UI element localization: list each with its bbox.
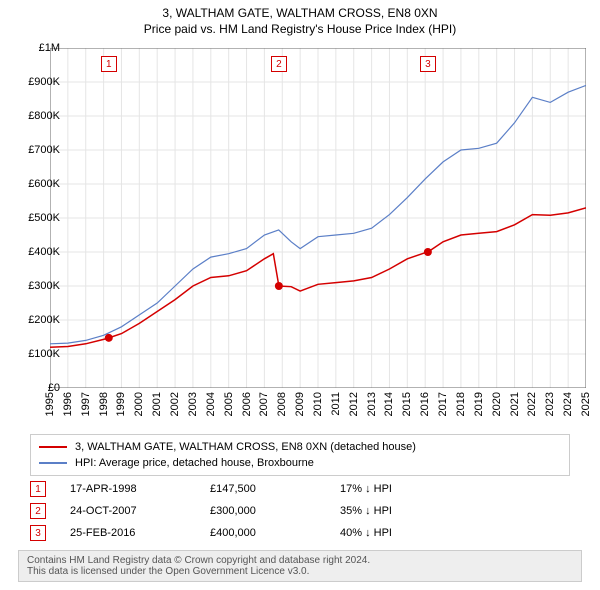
attribution-footer: Contains HM Land Registry data © Crown c… — [18, 550, 582, 582]
legend-row: HPI: Average price, detached house, Brox… — [39, 455, 561, 471]
legend-label: HPI: Average price, detached house, Brox… — [75, 457, 314, 469]
x-tick-label: 2019 — [473, 392, 485, 416]
x-tick-label: 2013 — [366, 392, 378, 416]
chart-svg — [50, 48, 586, 388]
x-tick-label: 2016 — [419, 392, 431, 416]
y-tick-label: £1M — [10, 42, 60, 54]
transaction-marker-num: 3 — [30, 525, 46, 541]
x-tick-label: 2003 — [187, 392, 199, 416]
chart-container: 3, WALTHAM GATE, WALTHAM CROSS, EN8 0XN … — [0, 0, 600, 590]
x-tick-label: 1995 — [44, 392, 56, 416]
y-tick-label: £800K — [10, 110, 60, 122]
x-tick-label: 2010 — [312, 392, 324, 416]
x-tick-label: 2025 — [580, 392, 592, 416]
transaction-price: £400,000 — [210, 527, 340, 539]
x-tick-label: 2018 — [455, 392, 467, 416]
transaction-hpi-diff: 35% ↓ HPI — [340, 505, 460, 517]
x-tick-label: 1996 — [62, 392, 74, 416]
sale-marker-box: 1 — [101, 56, 117, 72]
x-tick-label: 2022 — [526, 392, 538, 416]
transaction-hpi-diff: 40% ↓ HPI — [340, 527, 460, 539]
transaction-price: £300,000 — [210, 505, 340, 517]
y-tick-label: £500K — [10, 212, 60, 224]
transaction-date: 17-APR-1998 — [70, 483, 210, 495]
x-tick-label: 2024 — [562, 392, 574, 416]
y-tick-label: £700K — [10, 144, 60, 156]
x-tick-label: 1998 — [98, 392, 110, 416]
transactions-table: 1 17-APR-1998£147,50017% ↓ HPI 2 24-OCT-200… — [30, 478, 460, 544]
x-tick-label: 2021 — [509, 392, 521, 416]
x-tick-label: 2017 — [437, 392, 449, 416]
chart-title-address: 3, WALTHAM GATE, WALTHAM CROSS, EN8 0XN — [0, 6, 600, 20]
sale-marker-box: 2 — [271, 56, 287, 72]
transaction-row: 1 17-APR-1998£147,50017% ↓ HPI — [30, 478, 460, 500]
transaction-marker-num: 1 — [30, 481, 46, 497]
x-tick-label: 2023 — [544, 392, 556, 416]
x-tick-label: 2002 — [169, 392, 181, 416]
x-tick-label: 2011 — [330, 392, 342, 416]
footer-line1: Contains HM Land Registry data © Crown c… — [27, 555, 573, 566]
y-tick-label: £600K — [10, 178, 60, 190]
transaction-hpi-diff: 17% ↓ HPI — [340, 483, 460, 495]
x-tick-label: 2006 — [241, 392, 253, 416]
y-tick-label: £300K — [10, 280, 60, 292]
x-tick-label: 2008 — [276, 392, 288, 416]
transaction-row: 3 25-FEB-2016£400,00040% ↓ HPI — [30, 522, 460, 544]
x-tick-label: 2014 — [383, 392, 395, 416]
x-tick-label: 1997 — [80, 392, 92, 416]
transaction-date: 24-OCT-2007 — [70, 505, 210, 517]
legend-row: 3, WALTHAM GATE, WALTHAM CROSS, EN8 0XN … — [39, 439, 561, 455]
x-tick-label: 1999 — [115, 392, 127, 416]
y-tick-label: £400K — [10, 246, 60, 258]
legend-swatch — [39, 446, 67, 448]
legend-swatch — [39, 462, 67, 464]
footer-line2: This data is licensed under the Open Gov… — [27, 566, 573, 577]
transaction-date: 25-FEB-2016 — [70, 527, 210, 539]
sale-marker-box: 3 — [420, 56, 436, 72]
legend-box: 3, WALTHAM GATE, WALTHAM CROSS, EN8 0XN … — [30, 434, 570, 476]
y-tick-label: £200K — [10, 314, 60, 326]
x-tick-label: 2007 — [258, 392, 270, 416]
transaction-marker-num: 2 — [30, 503, 46, 519]
x-tick-label: 2015 — [401, 392, 413, 416]
chart-plot-area — [50, 48, 586, 388]
x-tick-label: 2005 — [223, 392, 235, 416]
chart-subtitle: Price paid vs. HM Land Registry's House … — [0, 22, 600, 36]
x-tick-label: 2001 — [151, 392, 163, 416]
transaction-price: £147,500 — [210, 483, 340, 495]
y-tick-label: £900K — [10, 76, 60, 88]
x-tick-label: 2000 — [133, 392, 145, 416]
legend-label: 3, WALTHAM GATE, WALTHAM CROSS, EN8 0XN … — [75, 441, 416, 453]
title-block: 3, WALTHAM GATE, WALTHAM CROSS, EN8 0XN … — [0, 0, 600, 36]
x-tick-label: 2009 — [294, 392, 306, 416]
y-tick-label: £100K — [10, 348, 60, 360]
transaction-row: 2 24-OCT-2007£300,00035% ↓ HPI — [30, 500, 460, 522]
x-tick-label: 2020 — [491, 392, 503, 416]
x-tick-label: 2004 — [205, 392, 217, 416]
x-tick-label: 2012 — [348, 392, 360, 416]
